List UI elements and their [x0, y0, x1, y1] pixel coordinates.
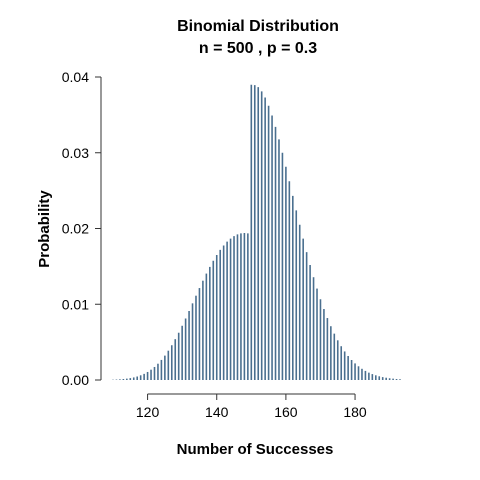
y-tick-label: 0.02	[62, 221, 89, 237]
y-tick-label: 0.04	[62, 69, 89, 85]
x-ticks: 120 140 160 180	[136, 394, 367, 420]
x-tick-label: 180	[343, 404, 367, 420]
bars-group	[112, 84, 401, 380]
y-axis-title: Probability	[36, 190, 53, 268]
chart-subtitle: n = 500 , p = 0.3	[199, 40, 317, 57]
y-tick-label: 0.03	[62, 145, 89, 161]
x-tick-label: 140	[205, 404, 229, 420]
x-tick-label: 160	[274, 404, 298, 420]
y-ticks: 0.00 0.01 0.02 0.03 0.04	[62, 69, 101, 388]
chart-title: Binomial Distribution	[177, 18, 339, 35]
x-axis-title: Number of Successes	[177, 441, 334, 458]
y-tick-label: 0.01	[62, 296, 89, 312]
y-tick-label: 0.00	[62, 372, 89, 388]
x-tick-label: 120	[136, 404, 160, 420]
